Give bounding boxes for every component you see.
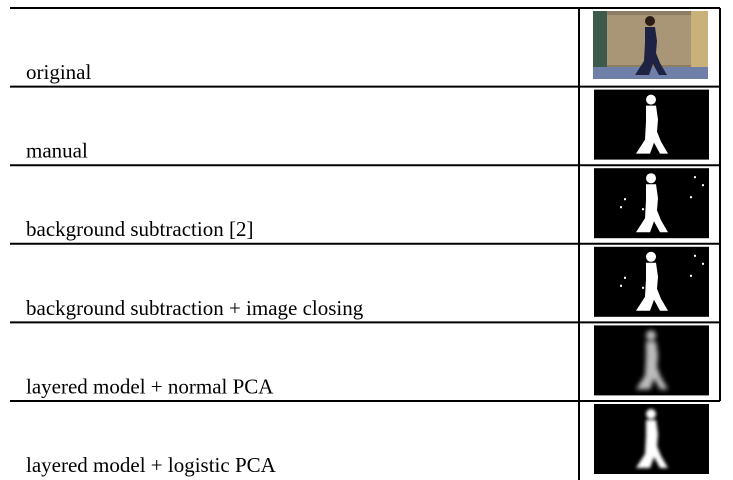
row-image bbox=[594, 89, 709, 160]
noise-speck bbox=[664, 306, 666, 309]
image-floor bbox=[593, 67, 708, 79]
row-label: background subtraction + image closing bbox=[26, 296, 364, 320]
silhouette-head bbox=[646, 173, 656, 184]
image-silhouette bbox=[636, 173, 668, 233]
noise-speck bbox=[620, 284, 622, 287]
noise-speck bbox=[624, 276, 626, 279]
image-person bbox=[635, 27, 667, 75]
silhouette-head bbox=[646, 251, 656, 262]
noise-speck bbox=[690, 274, 692, 277]
noise-speck bbox=[664, 228, 666, 231]
image-silhouette bbox=[636, 94, 668, 154]
silhouette-head bbox=[646, 94, 656, 105]
image-head bbox=[645, 16, 655, 26]
image-silhouette bbox=[636, 409, 668, 468]
row-image bbox=[594, 404, 709, 474]
image-door bbox=[593, 11, 607, 71]
noise-speck bbox=[642, 208, 644, 211]
silhouette-body bbox=[636, 420, 668, 468]
row-label: original bbox=[26, 60, 91, 84]
silhouette-body bbox=[636, 184, 668, 233]
row-label: background subtraction [2] bbox=[26, 217, 253, 241]
row-label: layered model + normal PCA bbox=[26, 374, 274, 398]
row-label: manual bbox=[26, 139, 88, 163]
row-label: layered model + logistic PCA bbox=[26, 453, 277, 477]
image-silhouette bbox=[636, 330, 668, 390]
image-silhouette bbox=[636, 251, 668, 311]
row-image bbox=[594, 246, 709, 317]
row-image bbox=[594, 325, 709, 396]
image-post bbox=[691, 11, 708, 71]
row-image bbox=[594, 168, 709, 239]
row-image bbox=[593, 11, 708, 79]
silhouette-body bbox=[636, 105, 668, 154]
noise-speck bbox=[702, 184, 704, 187]
noise-speck bbox=[702, 262, 704, 265]
silhouette-body bbox=[636, 262, 668, 311]
noise-speck bbox=[624, 198, 626, 201]
noise-speck bbox=[690, 196, 692, 199]
silhouette-body bbox=[636, 341, 668, 390]
noise-speck bbox=[642, 286, 644, 289]
noise-speck bbox=[694, 176, 696, 179]
silhouette-head bbox=[646, 330, 656, 341]
silhouette-head bbox=[646, 409, 656, 419]
noise-speck bbox=[620, 206, 622, 209]
noise-speck bbox=[694, 254, 696, 257]
